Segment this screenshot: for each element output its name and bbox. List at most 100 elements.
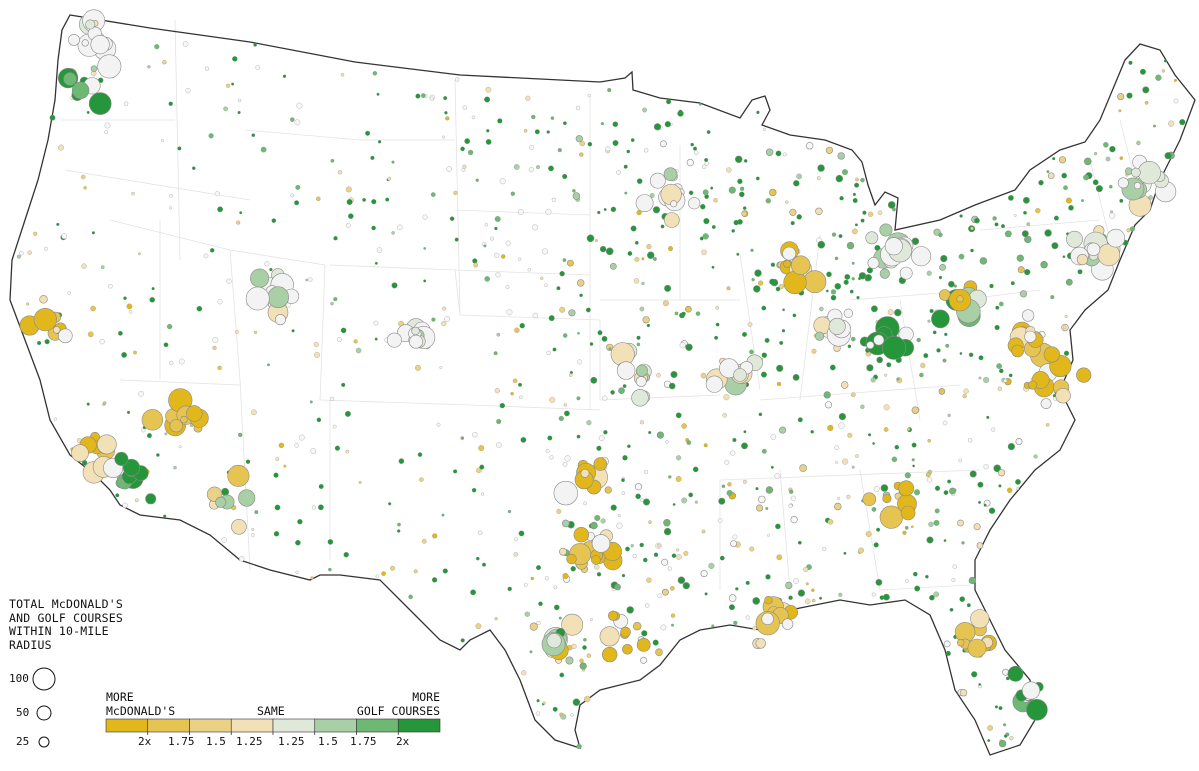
location-bubble [1064,314,1068,318]
location-bubble [102,401,107,405]
location-bubble [149,297,155,303]
legend-more-mcdonalds-line-2: McDONALD'S [106,703,176,718]
location-bubble [512,378,518,384]
tick-label: 1.25 [278,735,305,748]
location-bubble [620,626,631,638]
location-bubble [576,396,581,401]
location-bubble [553,585,558,590]
location-bubble [314,352,320,358]
location-bubble [236,220,241,225]
location-bubble [683,550,689,556]
location-bubble [16,254,21,259]
location-bubble [178,445,182,449]
location-bubble [732,534,738,540]
location-bubble [100,265,105,270]
location-bubble [732,437,737,443]
location-bubble [912,464,915,468]
location-bubble [652,257,657,261]
location-bubble [373,320,379,326]
location-bubble [635,364,648,377]
location-bubble [1026,698,1048,721]
location-bubble [419,477,424,482]
location-bubble [1106,228,1126,248]
location-bubble [838,234,843,239]
location-bubble [562,173,568,180]
location-bubble [765,198,771,204]
location-bubble [548,165,554,172]
location-bubble [371,225,376,231]
location-bubble [535,711,541,716]
location-bubble [730,450,736,456]
location-bubble [439,366,443,369]
location-bubble [883,427,889,432]
location-bubble [867,257,880,269]
location-bubble [44,246,48,251]
location-bubble [711,265,715,269]
location-bubble [554,604,560,611]
location-bubble [221,487,230,496]
location-bubble [847,344,852,349]
location-bubble [1007,487,1013,493]
location-bubble [999,368,1004,374]
location-bubble [609,262,617,270]
location-bubble [570,713,574,717]
location-bubble [785,200,789,204]
location-bubble [987,725,993,731]
location-bubble [933,591,940,598]
location-bubble [294,119,301,126]
location-bubble [275,457,280,461]
location-bubble [834,282,842,290]
location-bubble [952,564,957,569]
location-bubble [298,434,305,441]
location-bubble [838,422,845,429]
location-bubble [519,395,523,400]
location-bubble [660,624,667,631]
location-bubble [558,415,564,422]
location-bubble [579,152,584,157]
location-bubble [894,444,900,450]
location-bubble [549,396,556,403]
location-bubble [920,362,926,368]
location-bubble [767,533,770,537]
location-bubble [634,483,643,491]
location-bubble [536,165,540,170]
location-bubble [962,393,967,399]
location-bubble [374,337,378,341]
location-bubble [662,300,669,307]
location-bubble [340,327,347,334]
location-bubble [1084,157,1092,166]
location-bubble [757,280,764,286]
location-bubble [718,497,726,505]
location-bubble [887,201,896,209]
location-bubble [572,192,581,200]
location-bubble [584,695,591,703]
location-bubble [640,656,647,664]
location-bubble [967,638,987,658]
location-bubble [956,638,965,647]
location-bubble [295,570,299,574]
location-bubble [559,306,566,313]
location-bubble [413,569,418,574]
location-bubble [664,121,671,128]
location-bubble [591,534,611,553]
location-bubble [681,423,687,429]
location-bubble [970,609,990,629]
location-bubble [605,146,611,152]
location-bubble [525,95,531,101]
location-bubble [90,305,96,312]
location-bubble [968,352,974,358]
location-bubble [931,309,950,329]
location-bubble [879,268,890,279]
location-bubble [517,208,524,215]
location-bubble [318,484,324,489]
location-bubble [544,576,549,581]
location-bubble [633,278,640,284]
location-bubble [484,276,490,282]
location-bubble [871,592,876,597]
location-bubble [542,248,549,255]
location-bubble [1051,242,1059,250]
location-bubble [1128,60,1133,65]
location-bubble [730,540,737,547]
location-bubble [851,277,855,281]
size-circle-25 [38,736,50,748]
